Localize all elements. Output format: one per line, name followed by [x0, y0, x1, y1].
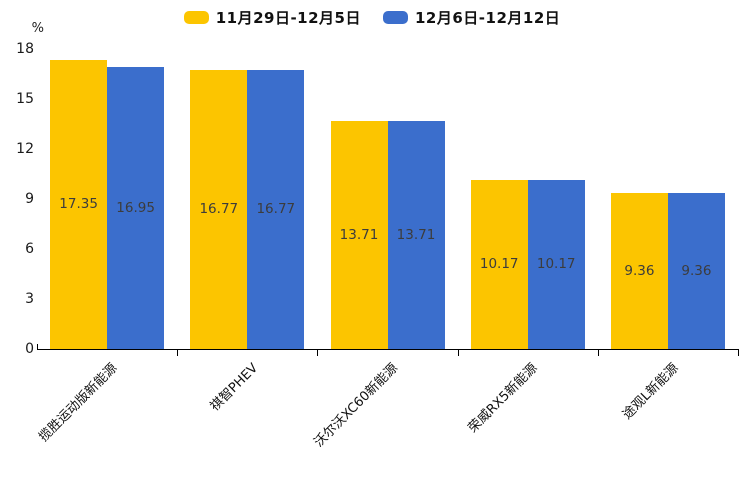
- x-axis-tick: [317, 350, 318, 356]
- bar-value-label: 10.17: [536, 256, 576, 273]
- y-tick-label: 0: [25, 341, 34, 357]
- bar-value-label: 9.36: [624, 263, 655, 279]
- bar-value-label: 16.77: [256, 201, 296, 218]
- bar-value-label: 10.17: [479, 256, 519, 273]
- x-category-label: 荣威RX5新能源: [466, 360, 542, 436]
- legend-item-week1[interactable]: 11月29日-12月5日: [183, 7, 361, 28]
- legend-swatch-blue: [383, 11, 408, 24]
- bar-value-label: 13.71: [339, 226, 379, 243]
- x-axis-line: [37, 349, 739, 350]
- x-axis-tick: [598, 350, 599, 356]
- y-tick-label: 15: [16, 91, 34, 107]
- y-tick-label: 9: [25, 191, 34, 207]
- x-axis-tick: [738, 350, 739, 356]
- bar-12月6日-12月12日-沃尔沃XC60新能源[interactable]: 13.71: [387, 120, 445, 349]
- x-category-label: 祺智PHEV: [207, 360, 261, 415]
- bar-12月6日-12月12日-荣威RX5新能源[interactable]: 10.17: [527, 179, 585, 349]
- bar-value-label: 16.77: [199, 201, 239, 218]
- y-tick-label: 6: [25, 241, 34, 257]
- bar-11月29日-12月5日-途观L新能源[interactable]: 9.36: [610, 193, 668, 349]
- legend-item-week2[interactable]: 12月6日-12月12日: [383, 7, 560, 28]
- legend: 11月29日-12月5日 12月6日-12月12日: [0, 7, 744, 28]
- bar-value-label: 17.35: [59, 196, 98, 213]
- x-category-label: 沃尔沃XC60新能源: [311, 360, 401, 451]
- legend-swatch-yellow: [183, 11, 209, 24]
- legend-label-week2: 12月6日-12月12日: [415, 9, 561, 27]
- x-axis-tick: [458, 350, 459, 356]
- y-tick-label: 3: [25, 291, 34, 307]
- bar-value-label: 16.95: [116, 199, 155, 216]
- bar-11月29日-12月5日-沃尔沃XC60新能源[interactable]: 13.71: [330, 120, 388, 349]
- y-tick-label: 12: [16, 141, 34, 157]
- bar-11月29日-12月5日-揽胜运动版新能源[interactable]: 17.35: [50, 59, 108, 349]
- bar-value-label: 9.36: [681, 263, 712, 279]
- bar-value-label: 13.71: [396, 226, 436, 243]
- bar-12月6日-12月12日-祺智PHEV[interactable]: 16.77: [247, 69, 305, 349]
- x-category-label: 途观L新能源: [619, 360, 682, 423]
- y-tick-label: 18: [16, 41, 34, 57]
- bar-12月6日-12月12日-揽胜运动版新能源[interactable]: 16.95: [107, 66, 165, 349]
- x-category-label: 揽胜运动版新能源: [36, 360, 121, 445]
- legend-label-week1: 11月29日-12月5日: [215, 9, 361, 27]
- bar-11月29日-12月5日-祺智PHEV[interactable]: 16.77: [190, 69, 248, 349]
- y-axis-unit-label: %: [31, 21, 44, 36]
- bar-11月29日-12月5日-荣威RX5新能源[interactable]: 10.17: [470, 179, 528, 349]
- bar-12月6日-12月12日-途观L新能源[interactable]: 9.36: [667, 193, 725, 349]
- x-axis-tick: [177, 350, 178, 356]
- axis-origin-tick: [37, 344, 38, 349]
